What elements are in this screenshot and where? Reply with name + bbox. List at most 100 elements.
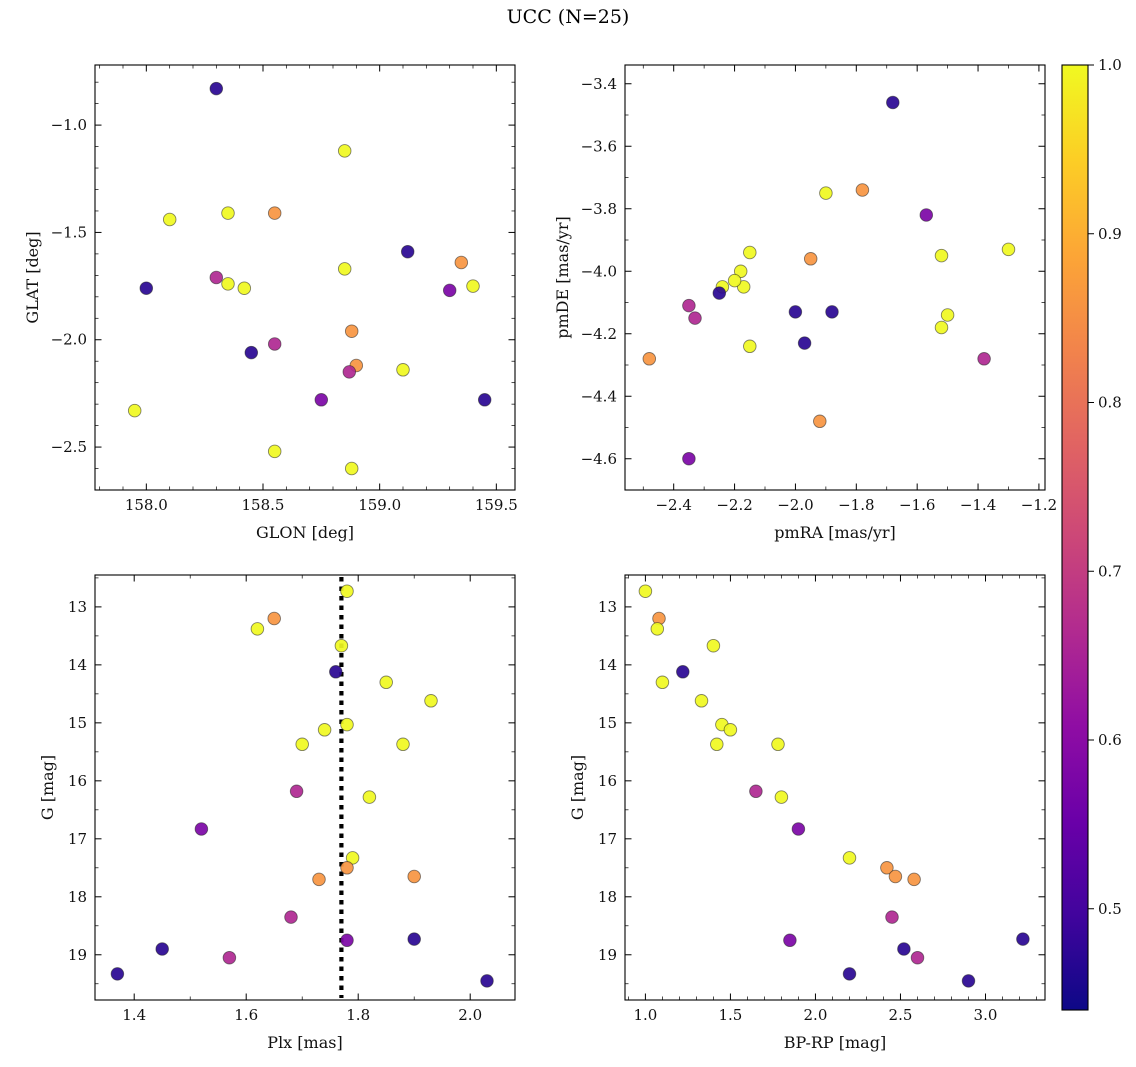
- star-point: [340, 717, 354, 732]
- star-point: [267, 444, 282, 459]
- star-point: [396, 737, 410, 752]
- y-tick-label: 18: [598, 888, 617, 906]
- colorbar-tick-label: 0.8: [1098, 394, 1122, 412]
- star-point: [710, 737, 724, 752]
- x-tick-label: 1.0: [633, 1006, 657, 1024]
- star-point: [267, 337, 282, 351]
- y-tick-label: −2.5: [51, 438, 87, 456]
- x-tick-label: 2.0: [458, 1006, 482, 1024]
- star-point: [907, 872, 921, 887]
- y-tick-label: 17: [68, 830, 87, 848]
- star-point: [791, 822, 806, 836]
- star-point: [110, 967, 125, 981]
- y-axis-label: G [mag]: [568, 755, 587, 820]
- y-tick-label: −4.2: [581, 325, 617, 343]
- y-tick-label: −3.4: [581, 75, 617, 93]
- x-tick-label: 1.8: [346, 1006, 370, 1024]
- star-point: [127, 403, 142, 418]
- star-point: [407, 869, 421, 884]
- star-point: [940, 308, 955, 322]
- star-point: [774, 790, 789, 804]
- axis-ticks: [95, 65, 515, 491]
- x-tick-label: −1.4: [960, 496, 996, 514]
- y-tick-label: −3.8: [581, 200, 617, 218]
- colorbar-tick-label: 0.5: [1098, 900, 1122, 918]
- y-axis-label: pmDE [mas/yr]: [553, 216, 572, 339]
- x-tick-label: 1.6: [234, 1006, 258, 1024]
- star-point: [284, 910, 298, 924]
- y-tick-label: −1.5: [51, 223, 87, 241]
- star-point: [638, 584, 653, 598]
- star-point: [819, 186, 833, 200]
- star-point: [934, 320, 949, 335]
- star-point: [888, 869, 903, 884]
- star-point: [337, 144, 352, 158]
- panel-glon-glat: 158.0 158.5 159.0 159.5 −2.5 −2.0 −1.5 −1.0 GLON…: [23, 64, 518, 542]
- y-tick-label: −3.6: [581, 137, 617, 155]
- axis-ticks: [625, 65, 1045, 491]
- star-point: [480, 974, 494, 988]
- star-point: [466, 279, 480, 293]
- tick-labels: 1.4 1.6 1.8 2.0 13 14 15 16 17 18 19: [68, 598, 482, 1024]
- axes-frame: [94, 574, 516, 1001]
- x-tick-label: 2.5: [889, 1006, 913, 1024]
- star-point: [885, 910, 899, 924]
- star-point: [362, 790, 377, 804]
- star-point: [813, 414, 827, 429]
- star-point: [1016, 932, 1030, 946]
- star-point: [733, 264, 748, 279]
- star-point: [682, 298, 696, 313]
- star-point: [655, 675, 670, 690]
- star-point: [337, 262, 352, 276]
- star-point: [289, 784, 304, 799]
- axes-frame: [624, 574, 1046, 1001]
- star-point: [855, 183, 870, 197]
- star-point: [340, 584, 354, 598]
- star-point: [712, 286, 727, 300]
- x-tick-label: 158.0: [125, 496, 168, 514]
- colorbar-tick-label: 0.9: [1098, 225, 1122, 243]
- star-point: [317, 723, 332, 737]
- x-tick-label: −1.2: [1021, 496, 1057, 514]
- star-point: [340, 933, 354, 948]
- y-tick-label: 16: [598, 772, 617, 790]
- tick-labels: −2.4 −2.2 −2.0 −1.8 −1.6 −1.4 −1.2 −4.6 −4.4 −4.2…: [581, 75, 1058, 514]
- y-tick-label: 15: [68, 714, 87, 732]
- y-tick-label: −4.0: [581, 262, 617, 280]
- x-tick-label: −2.2: [716, 496, 752, 514]
- star-point: [400, 244, 415, 259]
- star-point: [250, 622, 265, 636]
- star-point: [222, 950, 237, 965]
- x-tick-label: 3.0: [974, 1006, 998, 1024]
- star-point: [329, 665, 343, 679]
- x-tick-label: 159.0: [358, 496, 401, 514]
- star-point: [880, 861, 894, 875]
- y-tick-label: 17: [598, 830, 617, 848]
- star-point: [910, 950, 925, 965]
- colorbar-tick-label: 1.0: [1098, 56, 1122, 74]
- y-axis-label: GLAT [deg]: [23, 231, 42, 323]
- y-tick-label: 14: [68, 656, 87, 674]
- y-tick-label: 19: [68, 946, 87, 964]
- scatter-points: [642, 95, 1016, 466]
- axis-ticks: [95, 575, 515, 1000]
- colorbar-tick-label: 0.7: [1098, 562, 1122, 580]
- x-tick-label: −2.0: [777, 496, 813, 514]
- tick-labels: 1.0 1.5 2.0 2.5 3.0 13 14 15 16 17 18 19: [598, 598, 998, 1024]
- y-axis-label: G [mag]: [38, 755, 57, 820]
- star-point: [237, 281, 252, 295]
- star-point: [155, 942, 169, 956]
- star-point: [334, 638, 349, 653]
- star-point: [477, 393, 492, 407]
- star-point: [723, 723, 738, 737]
- star-point: [162, 212, 177, 227]
- star-point: [788, 305, 803, 319]
- star-point: [424, 694, 438, 708]
- y-tick-label: 19: [598, 946, 617, 964]
- star-point: [886, 95, 900, 110]
- star-point: [342, 365, 357, 379]
- x-tick-label: 2.0: [804, 1006, 828, 1024]
- star-point: [682, 451, 696, 466]
- star-point: [312, 872, 326, 887]
- scatter-points: [110, 584, 494, 988]
